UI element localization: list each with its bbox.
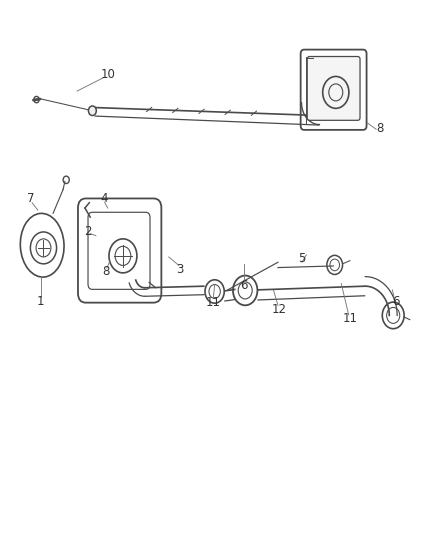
Text: 8: 8	[102, 265, 109, 278]
Text: 8: 8	[376, 122, 383, 135]
Text: 2: 2	[84, 225, 92, 238]
Text: 11: 11	[206, 296, 221, 309]
Text: 12: 12	[272, 303, 287, 316]
Text: 1: 1	[37, 295, 45, 308]
Text: 3: 3	[176, 263, 184, 276]
Text: 6: 6	[240, 279, 248, 292]
Circle shape	[88, 106, 96, 116]
Text: 11: 11	[343, 312, 357, 325]
Text: 10: 10	[100, 68, 115, 80]
Text: 5: 5	[298, 252, 306, 265]
Text: 4: 4	[101, 192, 108, 205]
FancyBboxPatch shape	[307, 56, 360, 120]
Text: 7: 7	[27, 192, 34, 205]
Text: 6: 6	[392, 295, 399, 308]
